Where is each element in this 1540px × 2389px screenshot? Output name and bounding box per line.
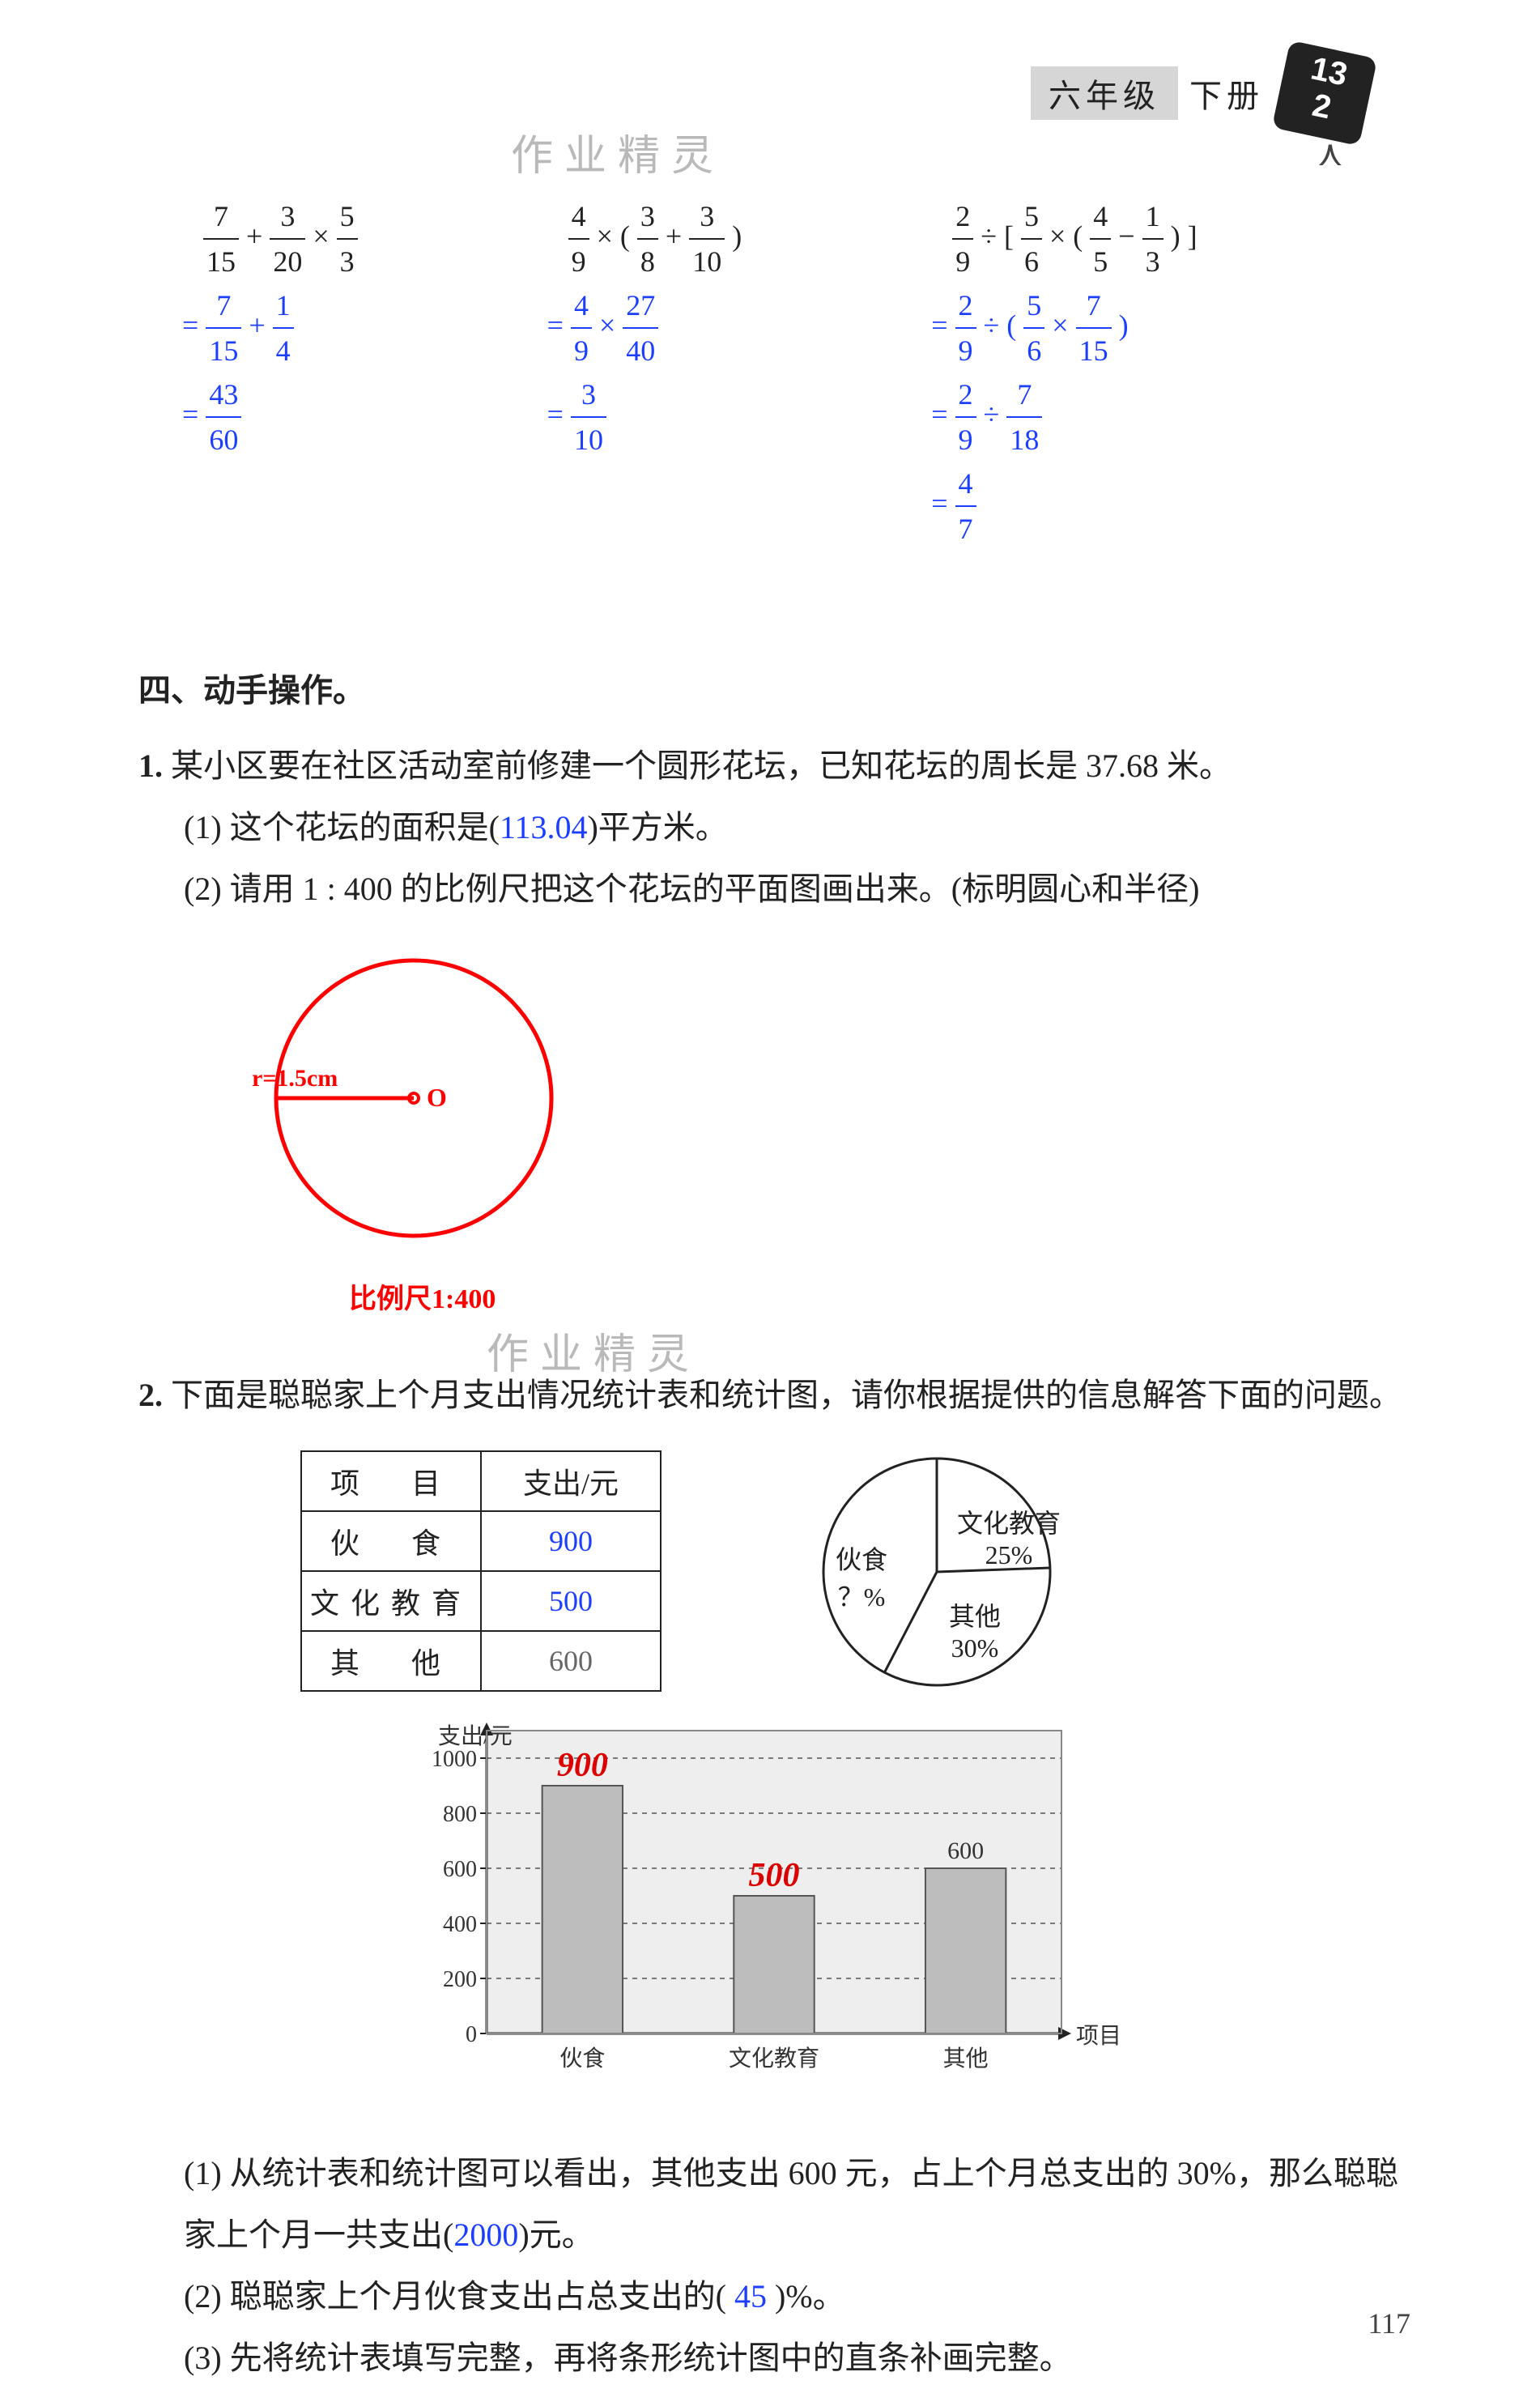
p2-q2: (2) 聪聪家上个月伙食支出占总支出的( 45 )%。 xyxy=(184,2266,1402,2327)
table-row: 伙 食 900 xyxy=(301,1511,661,1571)
svg-text:伙食: 伙食 xyxy=(559,2046,605,2072)
calc-c-step2: = 29 ÷ 718 xyxy=(931,373,1197,462)
svg-text:400: 400 xyxy=(443,1912,477,1937)
svg-text:500: 500 xyxy=(749,1857,800,1894)
svg-text:600: 600 xyxy=(947,1838,984,1864)
svg-text:支出/元: 支出/元 xyxy=(438,1723,513,1749)
pie-food: 伙食 ？% xyxy=(836,1539,887,1614)
problem-1-sub1: (1) 这个花坛的面积是(113.04)平方米。 xyxy=(184,797,1402,858)
table-row: 其 他 600 xyxy=(301,1631,661,1691)
p1-sub1-ans: 113.04 xyxy=(500,809,588,845)
calc-b-expr: 49 × ( 38 + 310 ) xyxy=(568,194,742,283)
svg-text:900: 900 xyxy=(557,1747,608,1784)
circle-svg: r=1.5cm O xyxy=(236,944,576,1252)
pie-chart: 伙食 ？% 文化教育 25% 其他 30% xyxy=(807,1450,1066,1693)
blackboard-stand-icon: ⋏ xyxy=(1317,133,1343,174)
bar-chart: 0 200 400 600 800 1000支出/元项目伙食 900 文化教育 500 其他 600 xyxy=(414,1718,1142,2094)
svg-text:800: 800 xyxy=(443,1802,477,1827)
svg-text:600: 600 xyxy=(443,1857,477,1882)
radius-label: r=1.5cm xyxy=(252,1065,338,1092)
page-number: 117 xyxy=(1368,2306,1410,2340)
svg-text:200: 200 xyxy=(443,1967,477,1992)
calc-b-step2: = 310 xyxy=(547,373,742,462)
svg-text:1000: 1000 xyxy=(432,1747,477,1772)
watermark-2: 作业精灵 xyxy=(487,1320,700,1381)
p2-q1: (1) 从统计表和统计图可以看出，其他支出 600 元，占上个月总支出的 30%… xyxy=(184,2143,1402,2266)
p2-q2-post: )%。 xyxy=(775,2278,845,2314)
calc-b: 49 × ( 38 + 310 ) = 49 × 2740 = 310 xyxy=(568,194,742,551)
calc-a-step1: = 715 + 14 xyxy=(182,283,358,373)
svg-text:0: 0 xyxy=(466,2022,477,2047)
p2-q2-pre: (2) 聪聪家上个月伙食支出占总支出的( xyxy=(184,2278,726,2314)
p2-q1-ans: 2000 xyxy=(453,2217,518,2253)
board-top: 13 xyxy=(1308,50,1351,92)
circle-diagram: r=1.5cm O xyxy=(236,944,576,1268)
calc-c: 29 ÷ [ 56 × ( 45 − 13 ) ] = 29 ÷ ( 56 × … xyxy=(952,194,1197,551)
cell-edu-val: 500 xyxy=(481,1571,661,1631)
pie-edu: 文化教育 25% xyxy=(957,1503,1061,1570)
center-label: O xyxy=(427,1083,447,1112)
calc-c-expr: 29 ÷ [ 56 × ( 45 − 13 ) ] xyxy=(952,194,1197,283)
problem-1-sub2: (2) 请用 1 : 400 的比例尺把这个花坛的平面图画出来。(标明圆心和半径… xyxy=(184,858,1402,920)
grade-label: 六年级 xyxy=(1031,66,1178,120)
calc-b-step1: = 49 × 2740 xyxy=(547,283,742,373)
p2-q3: (3) 先将统计表填写完整，再将条形统计图中的直条补画完整。 xyxy=(184,2327,1402,2389)
calc-c-step1: = 29 ÷ ( 56 × 715 ) xyxy=(931,283,1197,373)
cell-other: 其 他 xyxy=(301,1631,481,1691)
p2-q1-pre: (1) 从统计表和统计图可以看出，其他支出 600 元，占上个月总支出的 30%… xyxy=(184,2155,1398,2253)
p2-q2-ans: 45 xyxy=(734,2278,767,2314)
volume-label: 下册 xyxy=(1178,66,1275,120)
calc-a-step2: = 4360 xyxy=(182,373,358,462)
svg-text:其他: 其他 xyxy=(943,2046,989,2072)
cell-food-val: 900 xyxy=(481,1511,661,1571)
cell-other-val: 600 xyxy=(481,1631,661,1691)
calc-row: 715 + 320 × 53 = 715 + 14 = 4360 49 × ( … xyxy=(203,194,1402,551)
board-bottom: 2 xyxy=(1309,87,1334,126)
svg-text:项目: 项目 xyxy=(1076,2024,1121,2049)
p1-sub1-post: )平方米。 xyxy=(587,809,727,845)
bar-svg: 0 200 400 600 800 1000支出/元项目伙食 900 文化教育 500 其他 600 xyxy=(414,1718,1142,2090)
problem-2-num: 2. xyxy=(138,1377,163,1413)
th-item: 项 目 xyxy=(301,1451,481,1511)
table-row: 文化教育 500 xyxy=(301,1571,661,1631)
p1-sub1-pre: (1) 这个花坛的面积是( xyxy=(184,809,500,845)
pie-other: 其他 30% xyxy=(949,1596,1001,1663)
problem-2-text: 下面是聪聪家上个月支出情况统计表和统计图，请你根据提供的信息解答下面的问题。 xyxy=(171,1377,1402,1413)
table-pie-row: 项 目 支出/元 伙 食 900 文化教育 500 其 他 600 xyxy=(300,1450,1402,1693)
scale-label: 比例尺1:400 xyxy=(349,1276,1402,1316)
th-amount: 支出/元 xyxy=(481,1451,661,1511)
cell-edu: 文化教育 xyxy=(301,1571,481,1631)
calc-a: 715 + 320 × 53 = 715 + 14 = 4360 xyxy=(203,194,358,551)
section-4-title: 四、动手操作。 xyxy=(138,664,1402,711)
problem-1: 1. 某小区要在社区活动室前修建一个圆形花坛，已知花坛的周长是 37.68 米。 xyxy=(138,735,1402,797)
cell-food: 伙 食 xyxy=(301,1511,481,1571)
calc-a-expr: 715 + 320 × 53 xyxy=(203,194,358,283)
page-header: 六年级 下册 13 2 xyxy=(1031,49,1369,138)
watermark-1: 作业精灵 xyxy=(511,121,725,182)
svg-text:文化教育: 文化教育 xyxy=(729,2046,819,2072)
problem-1-text: 某小区要在社区活动室前修建一个圆形花坛，已知花坛的周长是 37.68 米。 xyxy=(171,747,1232,784)
calc-c-step3: = 47 xyxy=(931,462,1197,551)
problem-2: 2. 下面是聪聪家上个月支出情况统计表和统计图，请你根据提供的信息解答下面的问题… xyxy=(138,1365,1402,1426)
expense-table: 项 目 支出/元 伙 食 900 文化教育 500 其 他 600 xyxy=(300,1450,662,1692)
table-row: 项 目 支出/元 xyxy=(301,1451,661,1511)
p2-q1-post: )元。 xyxy=(518,2217,593,2253)
problem-1-num: 1. xyxy=(138,747,163,784)
blackboard-icon: 13 2 xyxy=(1272,40,1377,146)
